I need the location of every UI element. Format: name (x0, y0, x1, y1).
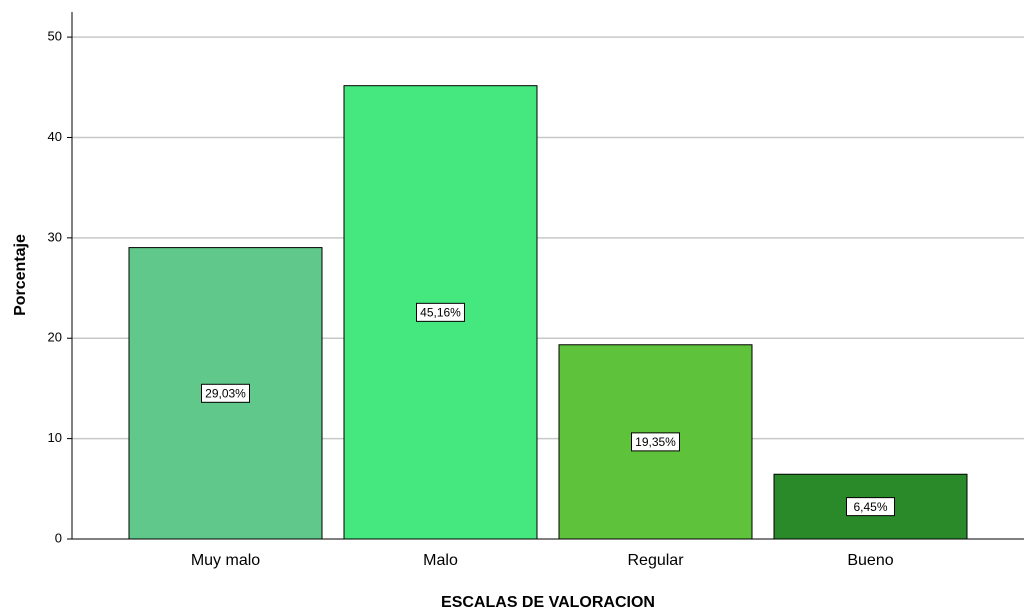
y-tick-label: 20 (48, 330, 62, 345)
x-tick-label: Bueno (847, 552, 893, 569)
value-label: 45,16% (420, 306, 461, 320)
x-tick-label: Malo (423, 552, 458, 569)
value-label-box (846, 497, 895, 517)
value-label: 19,35% (635, 435, 676, 449)
y-tick-label: 30 (48, 229, 62, 244)
x-axis-title: ESCALAS DE VALORACION (441, 594, 655, 611)
y-tick-label: 50 (48, 29, 62, 44)
value-label: 29,03% (205, 386, 246, 400)
value-label: 6,45% (853, 500, 887, 514)
x-tick-label: Regular (627, 552, 684, 569)
value-label-box (201, 383, 250, 403)
value-label-box (631, 432, 680, 452)
y-tick-label: 40 (48, 129, 62, 144)
value-label-box (416, 302, 465, 322)
y-tick-label: 0 (55, 530, 62, 545)
y-tick-label: 10 (48, 430, 62, 445)
y-axis-title: Porcentaje (12, 234, 29, 316)
x-tick-label: Muy malo (191, 552, 260, 569)
